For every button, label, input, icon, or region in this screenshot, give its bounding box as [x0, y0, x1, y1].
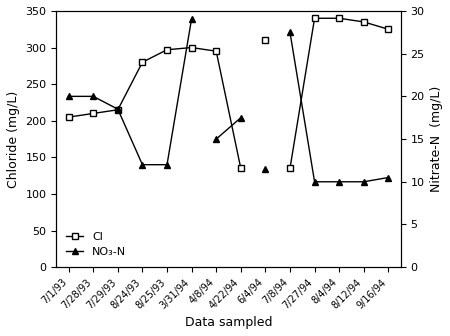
Y-axis label: Chloride (mg/L): Chloride (mg/L) — [7, 90, 20, 188]
X-axis label: Data sampled: Data sampled — [185, 316, 272, 329]
Y-axis label: Nitrate-N  (mg/L): Nitrate-N (mg/L) — [430, 86, 443, 192]
Legend: Cl, NO₃-N: Cl, NO₃-N — [62, 227, 130, 262]
